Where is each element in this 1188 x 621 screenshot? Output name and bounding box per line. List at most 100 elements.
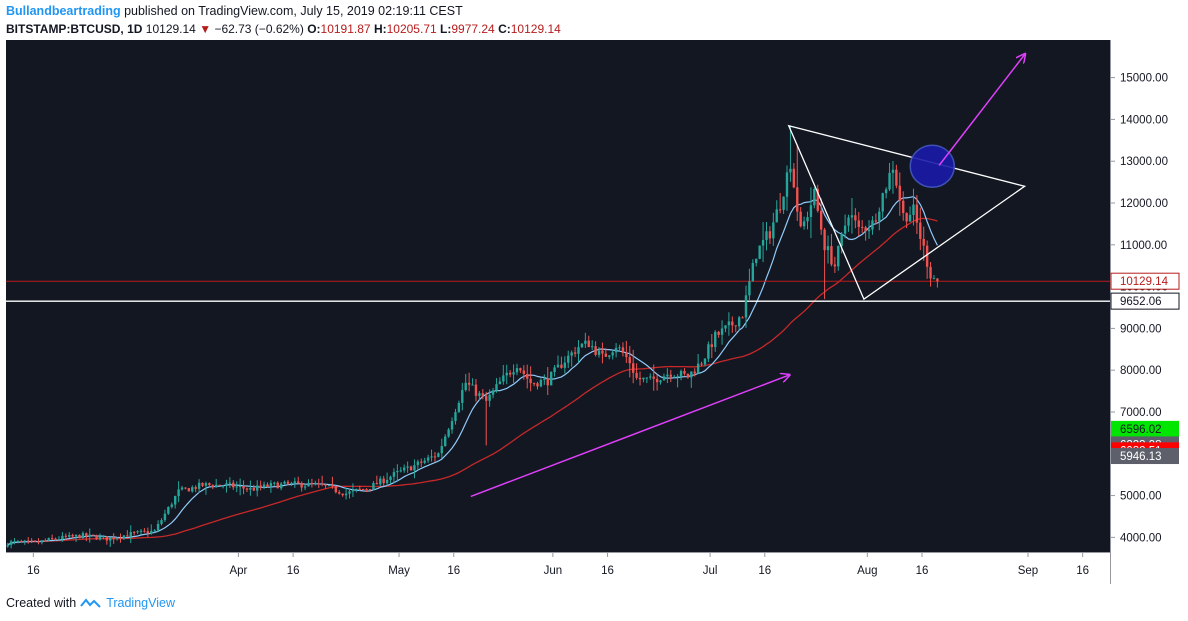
high-label: H:	[373, 22, 387, 36]
candle-body	[355, 488, 358, 490]
time-tick-label: Apr	[229, 565, 247, 577]
candle-body	[515, 368, 519, 373]
candle-body	[320, 483, 324, 485]
candle-body	[898, 185, 901, 201]
candle-body	[348, 491, 351, 494]
candle-body	[485, 395, 488, 401]
price-tick-label: 8000.00	[1120, 365, 1162, 377]
chart[interactable]: 15000.00 14000.00 13000.00 12000.00 11000.00…	[6, 40, 1180, 584]
candle-body	[126, 535, 129, 537]
candle-body	[33, 540, 37, 542]
candle-body	[256, 485, 259, 491]
price-tick-label: 5000.00	[1120, 491, 1162, 503]
candle-body	[351, 489, 355, 492]
price-tick-label: 15000.00	[1120, 73, 1168, 85]
candle-body	[184, 487, 187, 489]
candle-body	[167, 506, 170, 514]
candle-body	[744, 295, 748, 318]
candle-body	[710, 344, 714, 348]
candle-body	[573, 352, 577, 354]
candle-body	[245, 488, 249, 490]
author-link[interactable]: Bullandbeartrading	[6, 4, 121, 18]
candle-body	[843, 225, 847, 234]
candle-body	[799, 211, 802, 227]
candle-body	[631, 363, 635, 373]
candle-body	[20, 541, 23, 543]
candle-body	[197, 482, 201, 489]
candle-body	[16, 541, 20, 543]
candle-body	[78, 534, 81, 539]
candle-body	[891, 169, 895, 173]
candle-body	[590, 346, 594, 348]
candle-body	[755, 258, 758, 263]
candle-body	[317, 483, 320, 485]
candle-body	[560, 364, 563, 368]
candle-body	[372, 482, 375, 490]
candles-group	[6, 125, 939, 549]
candle-body	[221, 485, 225, 487]
candle-body	[382, 478, 385, 484]
price-label-box	[1110, 272, 1180, 290]
tradingview-logo-icon[interactable]	[80, 597, 102, 609]
candle-body	[310, 482, 314, 484]
price-label-text: 9652.06	[1120, 296, 1162, 308]
candle-body	[594, 346, 597, 355]
candle-body	[242, 486, 245, 489]
candle-body	[71, 534, 74, 537]
candle-body	[717, 331, 720, 335]
symbol-label[interactable]: BITSTAMP:BTCUSD, 1D	[6, 22, 143, 36]
candle-body	[146, 531, 150, 534]
candle-body	[420, 461, 423, 463]
price-change: −62.73 (−0.62%)	[214, 22, 304, 36]
candle-body	[331, 485, 334, 487]
candle-body	[173, 496, 177, 505]
candle-body	[266, 484, 269, 488]
candle-body	[9, 541, 13, 545]
candle-body	[180, 487, 184, 490]
price-tick-label: 9000.00	[1120, 323, 1162, 335]
candle-body	[385, 479, 389, 484]
candle-body	[635, 372, 638, 378]
candle-body	[652, 376, 655, 379]
candle-body	[249, 487, 252, 490]
candle-body	[450, 421, 454, 430]
candle-body	[679, 370, 683, 377]
price-label-text: 5946.13	[1120, 451, 1162, 463]
candle-body	[204, 483, 208, 486]
tradingview-brand[interactable]: TradingView	[106, 596, 175, 610]
time-tick-label: 16	[758, 565, 771, 577]
candle-body	[915, 204, 919, 223]
candle-body	[235, 486, 238, 488]
uptrend-arrow	[470, 375, 789, 498]
candle-body	[402, 467, 406, 471]
candle-body	[778, 209, 782, 211]
candle-body	[327, 485, 331, 487]
candle-body	[806, 217, 809, 222]
candle-body	[642, 377, 645, 380]
candle-body	[467, 382, 471, 385]
high-value: 10205.71	[386, 22, 437, 36]
time-tick-label: 16	[601, 565, 614, 577]
candle-body	[57, 539, 61, 541]
chart-svg[interactable]: 15000.00 14000.00 13000.00 12000.00 11000.00…	[6, 40, 1180, 584]
candle-body	[23, 540, 26, 542]
candle-body	[925, 245, 929, 267]
candle-body	[279, 483, 283, 489]
candle-body	[837, 245, 840, 267]
candle-body	[819, 210, 823, 230]
candle-body	[696, 363, 700, 374]
candle-body	[163, 513, 167, 521]
candle-body	[156, 523, 160, 531]
candle-body	[143, 530, 146, 532]
candle-body	[724, 325, 727, 329]
open-value: 10191.87	[320, 22, 371, 36]
candle-body	[546, 378, 549, 386]
candle-body	[379, 478, 382, 485]
candle-body	[878, 211, 881, 222]
candle-body	[666, 374, 669, 377]
candle-body	[300, 482, 303, 488]
candle-body	[218, 484, 221, 486]
candle-body	[68, 534, 71, 537]
candle-body	[457, 402, 461, 413]
candle-body	[748, 281, 751, 296]
